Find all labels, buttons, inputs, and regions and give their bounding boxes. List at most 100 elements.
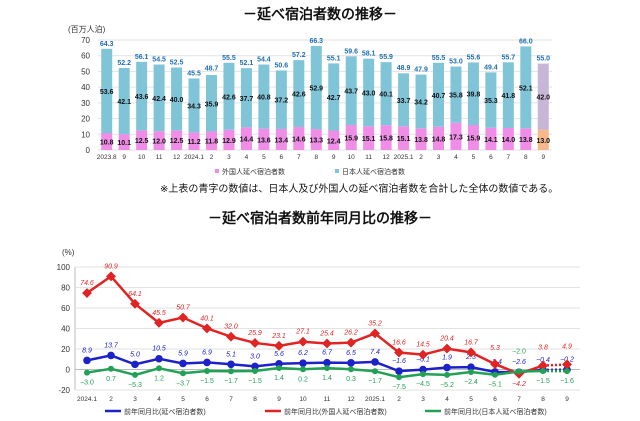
x-tick-label: 9 (122, 154, 126, 161)
bar-foreign (275, 128, 287, 150)
foreign-value-label: 11.8 (205, 139, 218, 146)
x-tick-label: 4 (454, 154, 458, 161)
data-label: 0.2 (298, 376, 308, 383)
bar-japanese (293, 60, 305, 128)
total-value-label: 52.2 (117, 60, 131, 67)
total-value-label: 59.6 (344, 48, 358, 55)
y-tick-label: 10 (81, 130, 90, 139)
data-point (83, 356, 91, 365)
bar-japanese (153, 64, 165, 132)
x-tick-label: 9 (277, 396, 281, 403)
data-label: −2.0 (512, 349, 526, 356)
bar-chart-title: －延べ宿泊者数の推移－ (243, 7, 397, 23)
x-tick-label: 2023.8 (97, 154, 117, 161)
total-value-label: 58.1 (362, 51, 376, 58)
data-point (370, 328, 380, 339)
data-point (252, 368, 258, 375)
data-point (371, 358, 379, 366)
bar-japanese (171, 67, 183, 131)
foreign-value-label: 13.3 (309, 138, 323, 145)
data-label: 25.4 (319, 330, 334, 337)
foreign-value-label: 13.6 (257, 137, 271, 144)
data-label: −5.2 (440, 382, 454, 389)
data-label: 4.9 (562, 343, 572, 350)
x-tick-label: 6 (493, 396, 497, 403)
japanese-value-label: 43.0 (362, 90, 376, 97)
japanese-value-label: 52.1 (519, 85, 533, 92)
total-value-label: 66.0 (519, 38, 533, 45)
foreign-value-label: 15.9 (467, 136, 481, 143)
japanese-value-label: 42.7 (327, 95, 341, 102)
data-point (154, 317, 164, 328)
foreign-value-label: 13.8 (519, 137, 533, 144)
bar-foreign (537, 129, 549, 150)
data-point (394, 347, 404, 358)
x-tick-label: 11 (156, 154, 163, 161)
x-tick-label: 9 (565, 396, 569, 403)
bar-japanese (398, 73, 410, 127)
bar-foreign (328, 130, 340, 150)
bar-japanese (223, 62, 235, 130)
data-label: −1.5 (248, 378, 262, 385)
x-tick-label: 2 (109, 396, 113, 403)
data-label: 27.1 (295, 329, 310, 336)
y-tick-label: 20 (61, 345, 70, 354)
x-tick-label: 5 (262, 154, 266, 161)
data-point (84, 369, 90, 376)
data-point (347, 359, 355, 367)
data-point (564, 368, 570, 375)
data-label: 6.9 (202, 349, 212, 356)
bar-foreign (310, 129, 322, 150)
bar-foreign (415, 128, 427, 150)
data-label: 2.3 (465, 354, 476, 361)
bar-japanese (467, 62, 479, 126)
x-tick-label: 3 (421, 396, 425, 403)
bar-foreign (136, 130, 148, 150)
legend-label: 前年同月比(延べ宿泊者数) (124, 407, 206, 416)
japanese-value-label: 34.2 (414, 99, 428, 106)
data-label: −1.7 (224, 378, 238, 385)
data-point (204, 368, 210, 375)
bar-foreign (520, 128, 532, 150)
total-value-label: 55.9 (379, 54, 393, 61)
data-label: 1.4 (322, 375, 332, 382)
data-point (180, 370, 186, 377)
data-label: −3.0 (80, 380, 94, 387)
data-point (467, 363, 475, 371)
data-label: 3.8 (538, 345, 548, 352)
y-tick-label: 60 (61, 304, 70, 313)
x-tick-label: 12 (382, 154, 390, 161)
total-value-label: 55.5 (222, 55, 236, 62)
data-label: 0.3 (346, 376, 356, 383)
data-point (420, 371, 426, 378)
y-tick-label: 100 (57, 263, 71, 272)
data-point (444, 371, 450, 378)
y-tick-label: 40 (61, 325, 70, 334)
data-label: 16.7 (464, 339, 479, 346)
japanese-value-label: 34.3 (187, 103, 201, 110)
bar-japanese (485, 72, 497, 128)
y-tick-label: 40 (81, 83, 90, 92)
bar-foreign (240, 127, 252, 150)
total-value-label: 52.5 (170, 60, 184, 67)
x-tick-label: 9 (541, 154, 545, 161)
data-label: 16.6 (392, 339, 406, 346)
bar-foreign (118, 134, 130, 150)
japanese-value-label: 42.1 (117, 99, 131, 106)
series-line (86, 366, 544, 379)
data-label: 1.9 (442, 355, 452, 362)
data-point (490, 359, 500, 370)
data-label: 32.0 (224, 324, 238, 331)
data-point (276, 365, 282, 372)
bar-japanese (363, 58, 375, 127)
y-tick-label: -20 (58, 386, 70, 395)
x-tick-label: 5 (181, 396, 185, 403)
data-point (324, 365, 330, 372)
bar-japanese (240, 68, 252, 128)
x-tick-label: 7 (507, 154, 511, 161)
x-tick-label: 12 (173, 154, 181, 161)
line-unit-label: (%) (62, 248, 75, 257)
japanese-value-label: 53.6 (100, 89, 114, 96)
data-label: 5.3 (490, 345, 500, 352)
data-point (346, 337, 356, 348)
